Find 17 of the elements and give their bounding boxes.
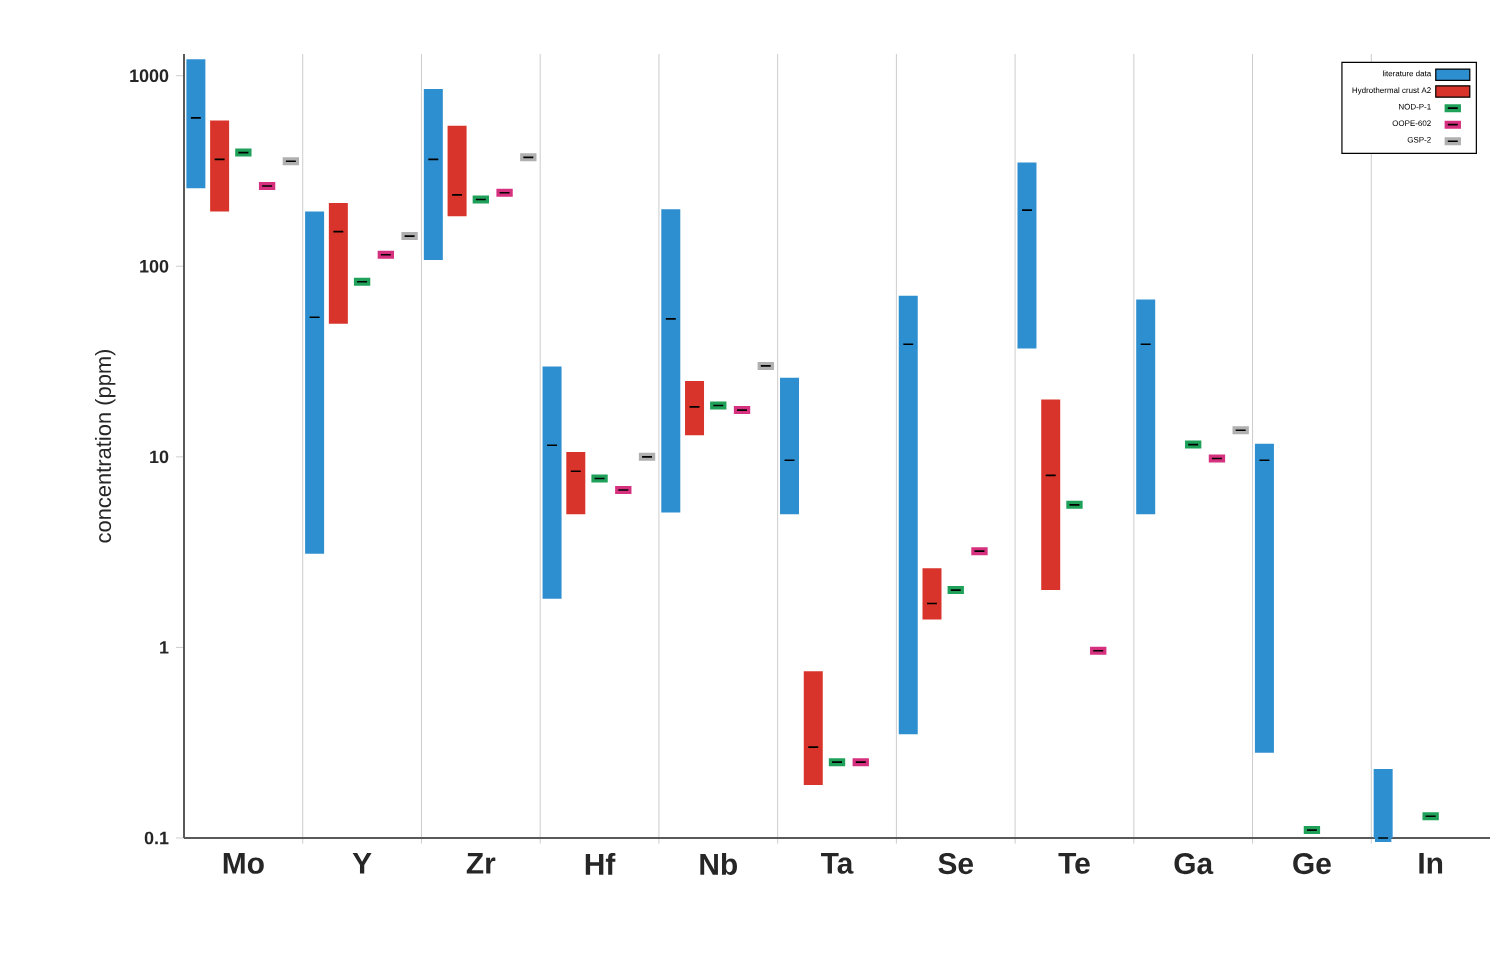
y-tick-label: 100 xyxy=(140,259,169,273)
y-tick-label: 0.1 xyxy=(144,831,169,845)
x-tick-label: Mo xyxy=(223,852,264,874)
x-tick-label: Te xyxy=(1058,852,1090,874)
x-tick-label: Nb xyxy=(700,852,737,875)
x-tick-label: Ga xyxy=(1174,852,1214,875)
x-tick-label: In xyxy=(1419,852,1443,874)
x-tick-label: Ta xyxy=(821,852,854,874)
y-tick-label: 1 xyxy=(160,641,169,654)
x-tick-label: Y xyxy=(352,852,372,874)
x-tick-label: Hf xyxy=(585,852,616,875)
y-tick-label: 1000 xyxy=(130,69,169,83)
y-tick-label: 10 xyxy=(150,450,169,464)
x-tick-label: Ge xyxy=(1293,852,1331,875)
x-tick-label: Se xyxy=(938,852,973,875)
x-tick-label: Zr xyxy=(466,852,496,874)
y-axis-title: concentration (ppm) xyxy=(94,349,116,543)
